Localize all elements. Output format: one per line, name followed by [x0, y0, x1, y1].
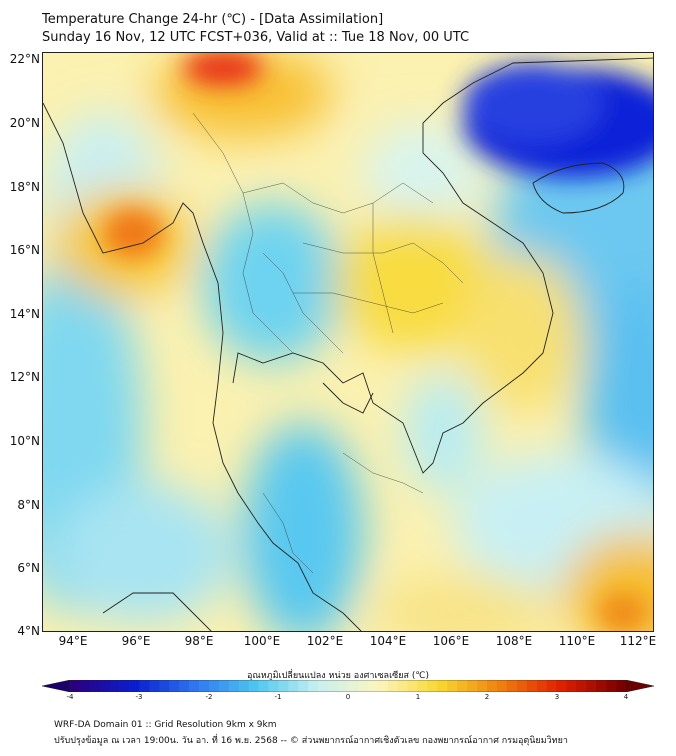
colorbar-min-arrow [42, 680, 71, 692]
colorbar-tick-label: 4 [623, 693, 629, 701]
lon-tick-label: 96°E [121, 634, 151, 648]
colorbar-tick-label: -4 [66, 693, 74, 701]
coastline-outline [43, 57, 653, 631]
colorbar-cell [278, 680, 289, 692]
colorbar-cell [467, 680, 478, 692]
colorbar-cell [397, 680, 408, 692]
colorbar-cell [129, 680, 140, 692]
colorbar-cell [209, 680, 220, 692]
colorbar-cell [159, 680, 170, 692]
colorbar-cell [407, 680, 418, 692]
lat-tick-label: 16°N [9, 243, 40, 257]
colorbar-cell [387, 680, 398, 692]
lat-tick-label: 20°N [9, 116, 40, 130]
lon-tick-label: 94°E [58, 634, 88, 648]
lon-tick-label: 98°E [184, 634, 214, 648]
lat-tick-label: 8°N [17, 498, 40, 512]
colorbar-cell [576, 680, 587, 692]
colorbar-tick-label: 2 [484, 693, 490, 701]
province-borders [192, 112, 464, 574]
temperature-field [43, 53, 653, 631]
colorbar-cell [516, 680, 528, 692]
colorbar-tick-label: -1 [274, 693, 282, 701]
colorbar-cell [417, 680, 428, 692]
lon-tick-label: 104°E [369, 634, 407, 648]
lon-tick-label: 100°E [243, 634, 281, 648]
lat-tick-label: 6°N [17, 561, 40, 575]
colorbar-cell [546, 680, 557, 692]
colorbar-cell [328, 680, 339, 692]
colorbar-cell [377, 680, 389, 692]
colorbar-cell [288, 680, 299, 692]
colorbar-cell [79, 680, 91, 692]
lat-tick-label: 14°N [9, 307, 40, 321]
footer-credit: ปรับปรุงข้อมูล ณ เวลา 19:00น. วัน อา. ที… [54, 736, 568, 746]
colorbar-max-arrow [625, 680, 654, 692]
colorbar-cell [258, 680, 269, 692]
colorbar-cell [348, 680, 359, 692]
colorbar-cell [248, 680, 259, 692]
footer-grid-info: WRF-DA Domain 01 :: Grid Resolution 9km … [54, 720, 277, 730]
lat-tick-label: 12°N [9, 370, 40, 384]
colorbar [42, 680, 654, 692]
colorbar-cell [586, 680, 597, 692]
colorbar-cell [189, 680, 200, 692]
colorbar-cell [109, 680, 120, 692]
colorbar-cell [99, 680, 111, 692]
colorbar-cell [228, 680, 240, 692]
colorbar-cell [338, 680, 349, 692]
colorbar-cell [169, 680, 180, 692]
colorbar-title: อุณหภูมิเปลี่ยนแปลง หน่วย องศาเซลเซียส (… [246, 671, 430, 681]
colorbar-cell [427, 680, 438, 692]
lat-tick-label: 22°N [9, 52, 40, 66]
colorbar-cell [447, 680, 458, 692]
colorbar-cell [318, 680, 329, 692]
colorbar-cell [238, 680, 250, 692]
map-title: Temperature Change 24-hr (℃) - [Data Ass… [42, 12, 384, 27]
lat-tick-label: 4°N [17, 624, 40, 638]
colorbar-cell [496, 680, 508, 692]
colorbar-cell [487, 680, 498, 692]
colorbar-cell [437, 680, 448, 692]
temperature-change-map [42, 52, 654, 632]
colorbar-cell [357, 680, 369, 692]
colorbar-cell [218, 680, 230, 692]
colorbar-tick-label: 1 [415, 693, 421, 701]
colorbar-cell [506, 680, 518, 692]
colorbar-cell [477, 680, 488, 692]
colorbar-tick-label: 0 [345, 693, 351, 701]
colorbar-cell [566, 680, 577, 692]
map-subtitle: Sunday 16 Nov, 12 UTC FCST+036, Valid at… [42, 30, 470, 45]
colorbar-tick-label: -2 [205, 693, 213, 701]
lon-tick-label: 112°E [619, 634, 657, 648]
lon-tick-label: 110°E [558, 634, 596, 648]
colorbar-cell [179, 680, 190, 692]
lat-tick-label: 10°N [9, 434, 40, 448]
colorbar-cell [119, 680, 130, 692]
colorbar-cell [526, 680, 537, 692]
lon-tick-label: 102°E [306, 634, 344, 648]
colorbar-tick-label: 3 [554, 693, 560, 701]
lon-tick-label: 106°E [432, 634, 470, 648]
colorbar-cell [536, 680, 547, 692]
colorbar-cell [367, 680, 379, 692]
colorbar-cell [149, 680, 160, 692]
map-canvas [43, 53, 653, 631]
colorbar-cell [298, 680, 309, 692]
colorbar-cell [606, 680, 617, 692]
colorbar-cell [556, 680, 567, 692]
colorbar-cell [70, 680, 81, 692]
lat-tick-label: 18°N [9, 180, 40, 194]
colorbar-tick-label: -3 [135, 693, 143, 701]
colorbar-cell [89, 680, 101, 692]
colorbar-cell [616, 680, 627, 692]
colorbar-cell [268, 680, 279, 692]
lon-tick-label: 108°E [495, 634, 533, 648]
colorbar-cell [308, 680, 319, 692]
colorbar-cell [596, 680, 607, 692]
colorbar-cell [457, 680, 468, 692]
colorbar-cell [139, 680, 150, 692]
colorbar-cell [199, 680, 210, 692]
